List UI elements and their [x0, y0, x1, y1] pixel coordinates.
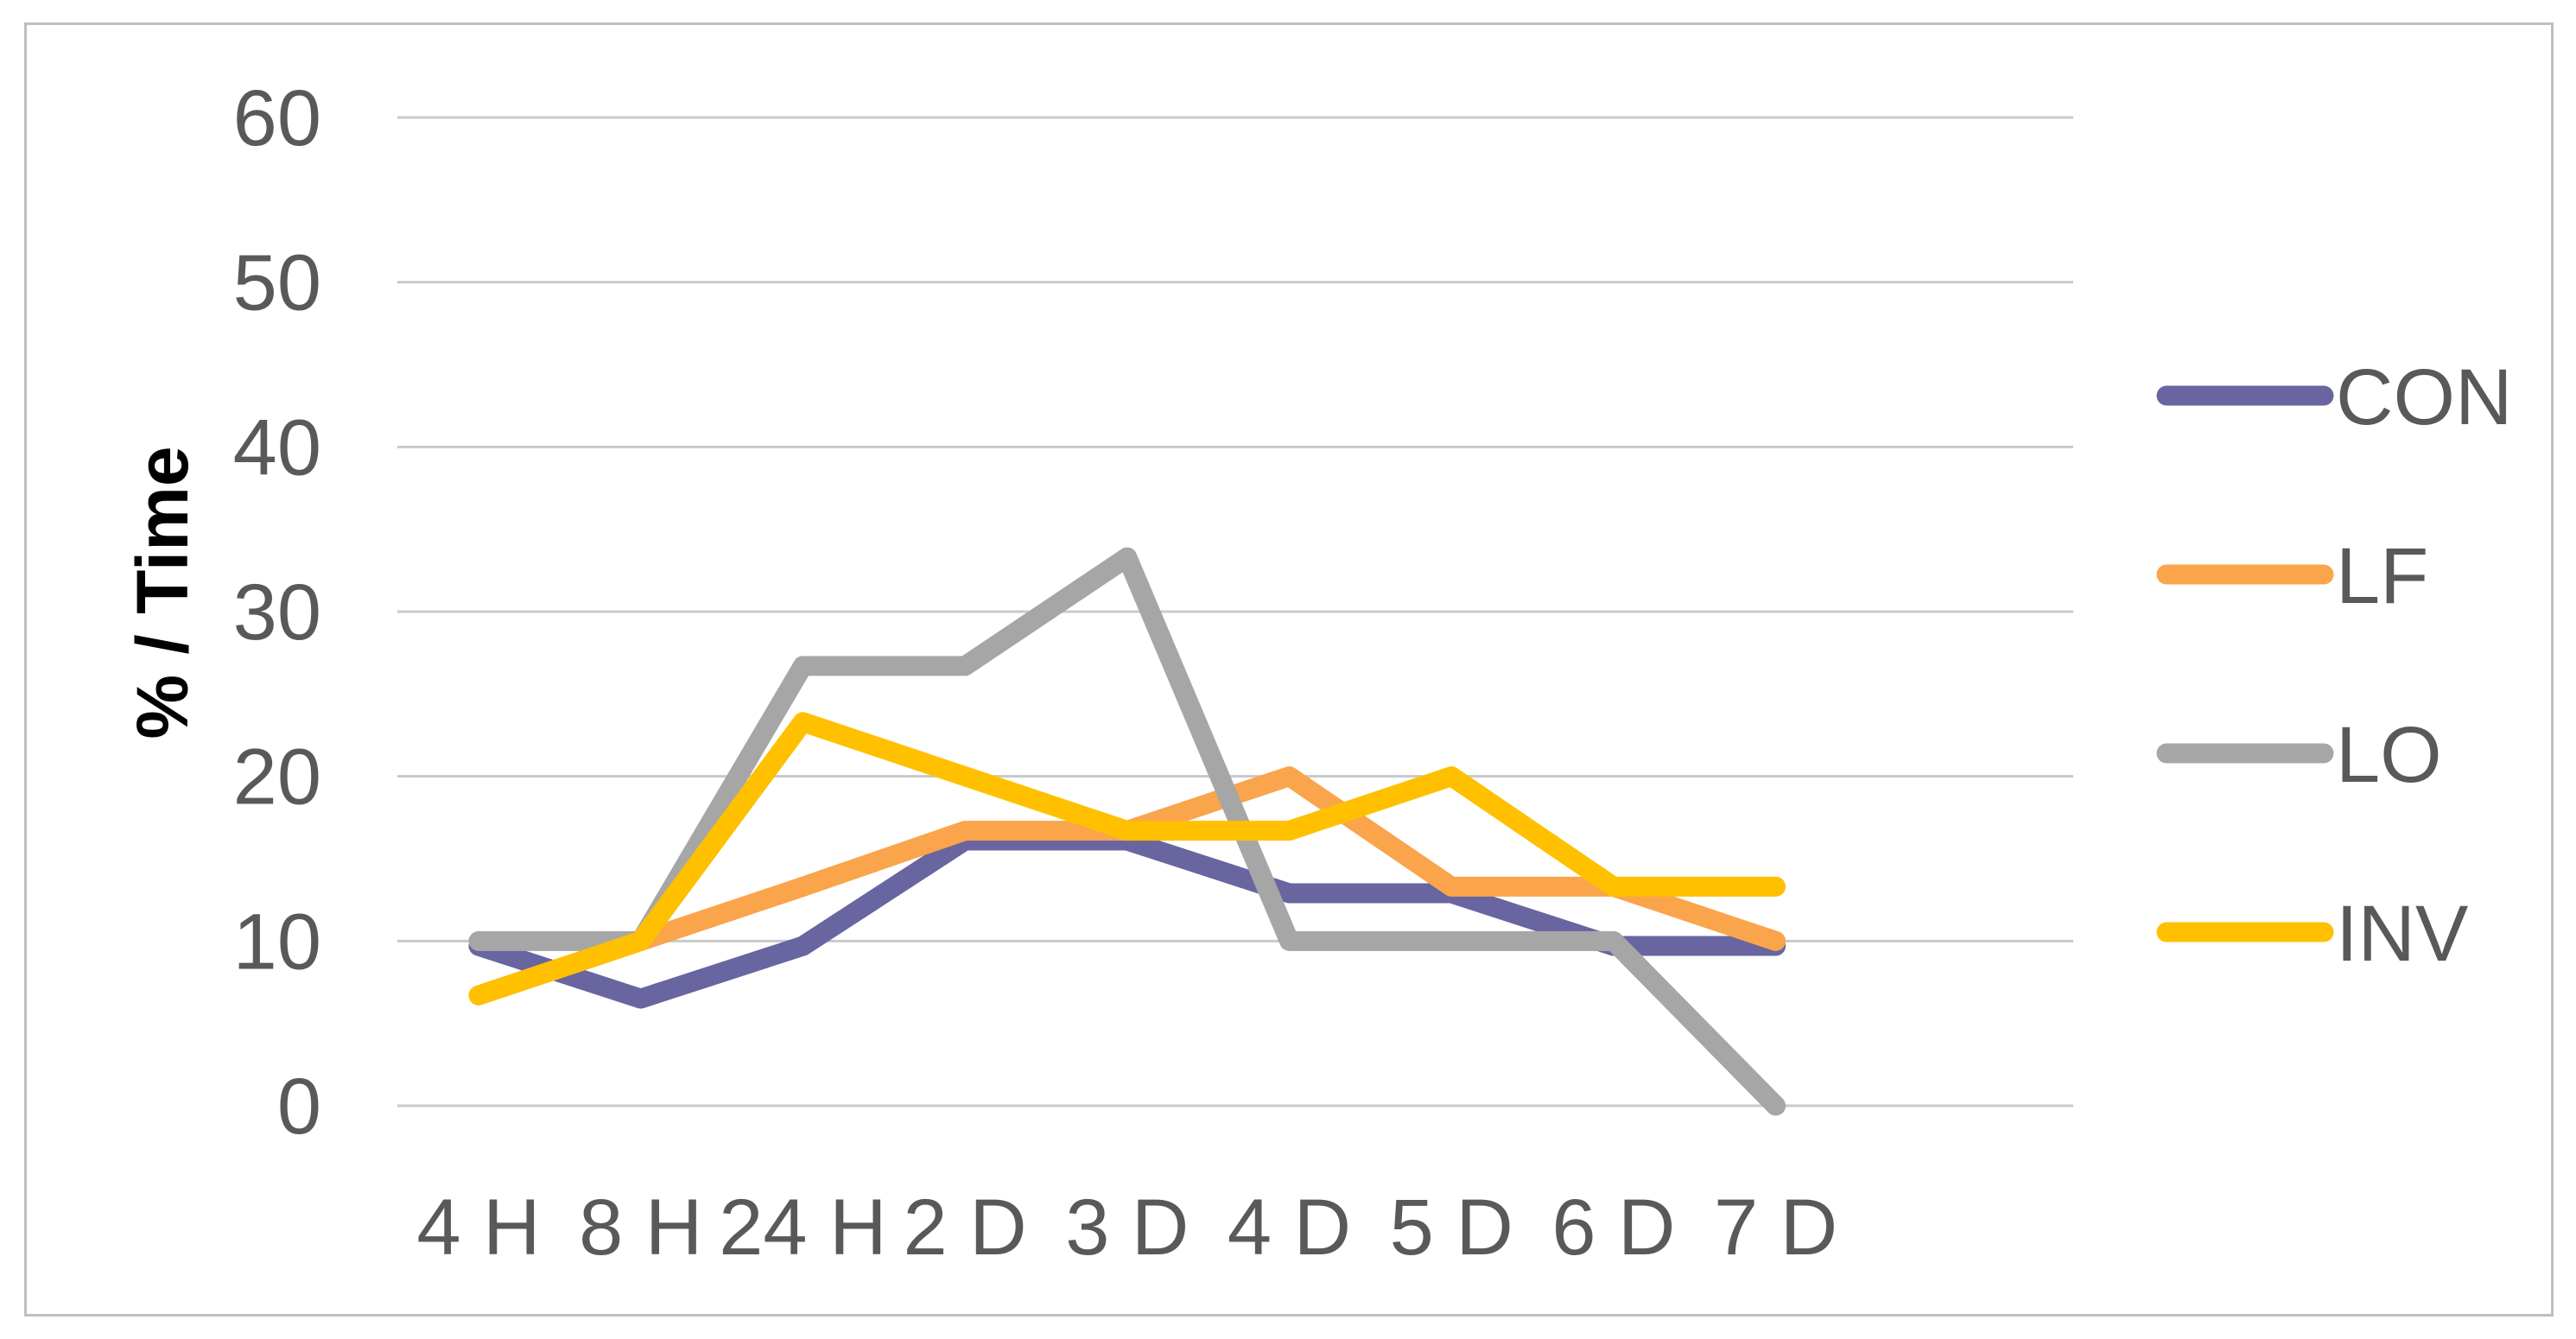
- x-tick-label-24h: 24 H: [719, 1184, 886, 1272]
- legend-label-lf: LF: [2336, 532, 2428, 620]
- x-tick-label-4h: 4 H: [416, 1184, 540, 1272]
- y-tick-label-30: 30: [233, 568, 321, 657]
- y-tick-label-0: 0: [277, 1063, 321, 1151]
- x-tick-label-4d: 4 D: [1228, 1184, 1351, 1272]
- y-tick-label-50: 50: [233, 239, 321, 327]
- legend-label-con: CON: [2336, 353, 2512, 441]
- x-tick-label-6d: 6 D: [1551, 1184, 1675, 1272]
- series-line-inv: [468, 712, 1786, 1006]
- y-tick-label-10: 10: [233, 898, 321, 986]
- x-tick-label-2d: 2 D: [904, 1184, 1027, 1272]
- chart-outer-border: [24, 22, 2554, 1317]
- x-tick-label-3d: 3 D: [1065, 1184, 1189, 1272]
- y-tick-label-20: 20: [233, 733, 321, 822]
- y-axis-title: % / Time: [122, 446, 203, 739]
- x-tick-label-7d: 7 D: [1714, 1184, 1837, 1272]
- legend-label-inv: INV: [2336, 890, 2468, 978]
- series-line-lo: [468, 547, 1786, 1116]
- x-tick-label-8h: 8 H: [579, 1184, 702, 1272]
- legend-label-lo: LO: [2336, 711, 2442, 799]
- y-tick-label-60: 60: [233, 74, 321, 162]
- x-tick-label-5d: 5 D: [1390, 1184, 1513, 1272]
- y-tick-label-40: 40: [233, 403, 321, 492]
